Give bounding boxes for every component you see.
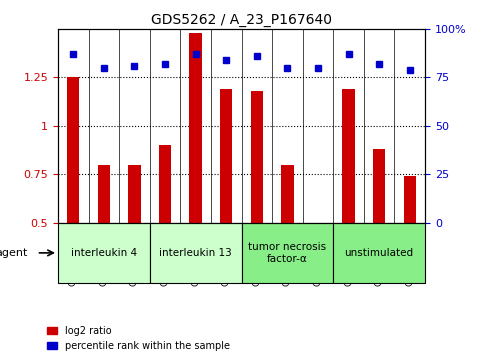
Bar: [67, 77, 79, 223]
Text: unstimulated: unstimulated: [344, 248, 414, 258]
FancyBboxPatch shape: [150, 223, 242, 283]
Bar: [220, 89, 232, 223]
Text: tumor necrosis
factor-α: tumor necrosis factor-α: [248, 242, 327, 264]
FancyBboxPatch shape: [242, 223, 333, 283]
Text: agent: agent: [0, 248, 28, 258]
Legend: log2 ratio, percentile rank within the sample: log2 ratio, percentile rank within the s…: [43, 322, 234, 355]
FancyBboxPatch shape: [58, 223, 150, 283]
Bar: [98, 164, 110, 223]
Bar: [281, 164, 294, 223]
Bar: [128, 164, 141, 223]
FancyBboxPatch shape: [333, 223, 425, 283]
Text: interleukin 13: interleukin 13: [159, 248, 232, 258]
Title: GDS5262 / A_23_P167640: GDS5262 / A_23_P167640: [151, 13, 332, 26]
Bar: [251, 91, 263, 223]
Bar: [373, 149, 385, 223]
Bar: [404, 176, 416, 223]
Text: interleukin 4: interleukin 4: [71, 248, 137, 258]
Bar: [342, 89, 355, 223]
Bar: [189, 33, 202, 223]
Bar: [159, 145, 171, 223]
